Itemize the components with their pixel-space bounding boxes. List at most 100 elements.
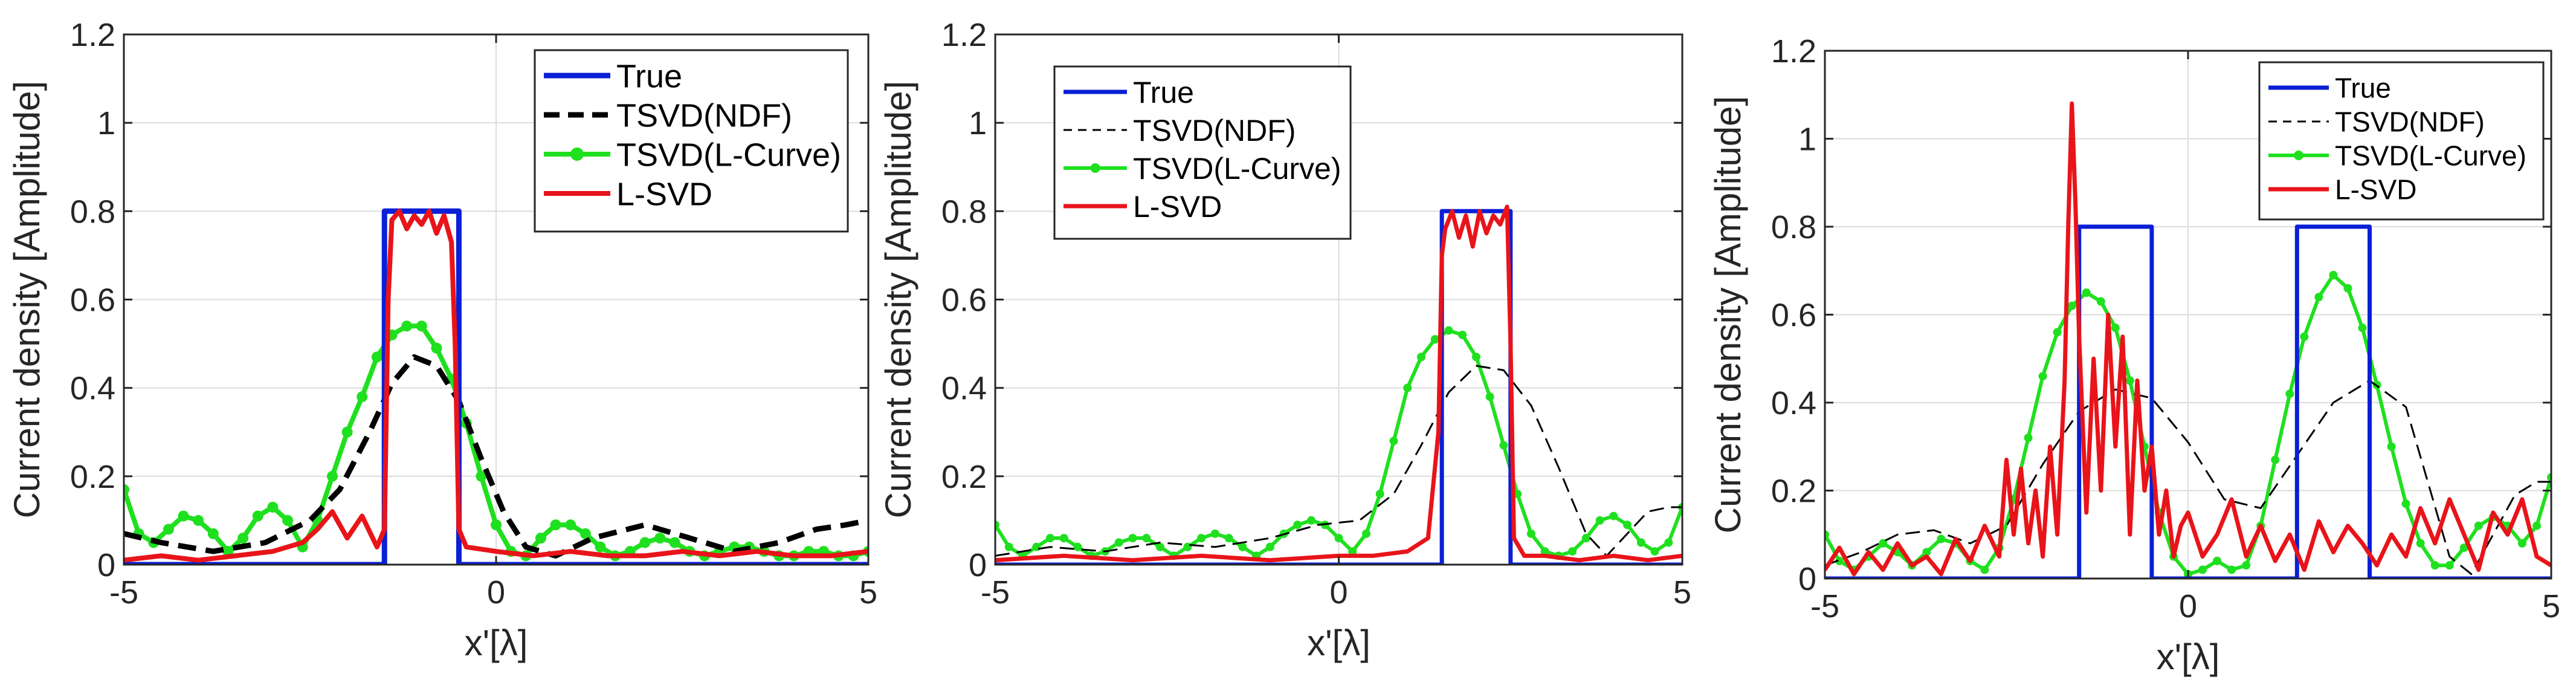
data-point — [1403, 383, 1412, 392]
legend-label: L-SVD — [1133, 190, 1222, 224]
data-point — [371, 351, 383, 363]
data-point — [2547, 473, 2551, 482]
data-point — [1444, 326, 1453, 335]
data-point — [1835, 556, 1844, 565]
data-point — [2271, 455, 2280, 464]
y-tick-label: 1 — [1798, 122, 1816, 158]
y-tick-label: 0.4 — [941, 371, 987, 407]
data-point — [1664, 538, 1673, 547]
data-point — [1937, 534, 1946, 543]
y-tick-label: 1.2 — [941, 17, 987, 53]
chart-panel-2: 00.20.40.60.811.2-5 0 5x'[λ]Current densit… — [878, 17, 1691, 663]
data-point — [2125, 376, 2134, 385]
y-tick-label: 0.6 — [70, 282, 115, 319]
y-tick-label: 1.2 — [1771, 33, 1816, 70]
legend-label: TSVD(L-Curve) — [616, 137, 841, 173]
data-point — [1623, 520, 1632, 530]
series-line-tsvd-ndf- — [995, 365, 1682, 557]
data-point — [124, 484, 129, 495]
legend-label: TSVD(NDF) — [1133, 114, 1296, 148]
data-point — [2111, 323, 2120, 332]
data-point — [2198, 565, 2207, 574]
data-point — [639, 537, 651, 548]
data-point — [1059, 534, 1068, 543]
data-point — [1879, 539, 1888, 548]
x-tick-label: 5 — [2542, 588, 2560, 624]
data-point — [491, 519, 502, 531]
series-line-l-svd — [124, 209, 868, 563]
x-tick-label: -5 — [1810, 588, 1839, 624]
y-tick-label: 0.2 — [70, 459, 115, 495]
legend-marker — [2294, 151, 2303, 160]
data-point — [1073, 542, 1082, 551]
data-point — [1224, 534, 1233, 543]
data-point — [1265, 542, 1274, 551]
x-tick-label: 0 — [487, 574, 505, 611]
data-point — [1485, 392, 1494, 401]
series-line-true — [124, 208, 868, 565]
data-point — [2532, 521, 2541, 530]
x-tick-label: -5 — [981, 574, 1010, 611]
data-point — [1361, 529, 1370, 538]
data-point — [282, 514, 294, 526]
data-point — [2430, 561, 2439, 570]
legend-label: True — [616, 58, 682, 94]
data-point — [193, 514, 204, 526]
legend-marker — [1090, 163, 1100, 173]
y-tick-label: 0.2 — [1771, 473, 1816, 510]
data-point — [654, 533, 666, 544]
y-tick-label: 1.2 — [70, 17, 115, 53]
data-point — [2053, 328, 2062, 337]
data-point — [2038, 372, 2047, 381]
legend-box — [1053, 65, 1352, 240]
data-point — [416, 320, 427, 332]
data-point — [535, 533, 546, 544]
data-point — [1293, 520, 1302, 530]
data-point — [1155, 542, 1164, 551]
data-point — [2401, 499, 2410, 508]
legend-label: True — [2335, 73, 2391, 104]
series-line-true — [995, 209, 1682, 565]
legend-label: TSVD(L-Curve) — [2335, 140, 2526, 172]
data-point — [267, 501, 279, 513]
data-point — [178, 510, 189, 522]
data-point — [1197, 534, 1206, 543]
data-point — [595, 541, 606, 553]
data-point — [1183, 542, 1192, 551]
data-point — [207, 528, 219, 539]
data-point — [1375, 490, 1384, 499]
data-point — [431, 342, 442, 354]
x-tick-label: 0 — [2179, 588, 2197, 624]
data-point — [1430, 335, 1439, 344]
data-point — [237, 533, 249, 544]
series-group — [995, 204, 1682, 565]
y-tick-label: 0.8 — [1771, 209, 1816, 245]
data-point — [1045, 534, 1054, 543]
y-tick-label: 0.4 — [70, 371, 115, 407]
legend-label: L-SVD — [616, 176, 712, 212]
data-point — [2227, 565, 2236, 574]
data-point — [1307, 516, 1316, 525]
x-axis-label: x'[λ] — [465, 623, 528, 663]
data-point — [476, 470, 487, 482]
data-point — [2343, 284, 2352, 293]
data-point — [1114, 538, 1123, 547]
y-tick-label: 0.6 — [1771, 297, 1816, 334]
data-point — [2416, 539, 2425, 548]
chart-panel-3: 00.20.40.60.811.2-5 0 5x'[λ]Current densit… — [1708, 33, 2560, 677]
legend-label: TSVD(NDF) — [2335, 106, 2485, 138]
x-axis-label: x'[λ] — [2157, 637, 2220, 677]
data-point — [1032, 542, 1041, 551]
y-tick-label: 0 — [969, 547, 987, 583]
y-axis-label: Current density [Amplitude] — [878, 81, 918, 519]
series-line-tsvd-ndf- — [1825, 380, 2551, 576]
data-point — [1471, 352, 1480, 362]
legend-label: True — [1133, 76, 1194, 109]
data-point — [2474, 521, 2483, 530]
data-point — [1922, 548, 1931, 557]
data-point — [1825, 530, 1829, 539]
y-tick-label: 0 — [97, 547, 115, 583]
